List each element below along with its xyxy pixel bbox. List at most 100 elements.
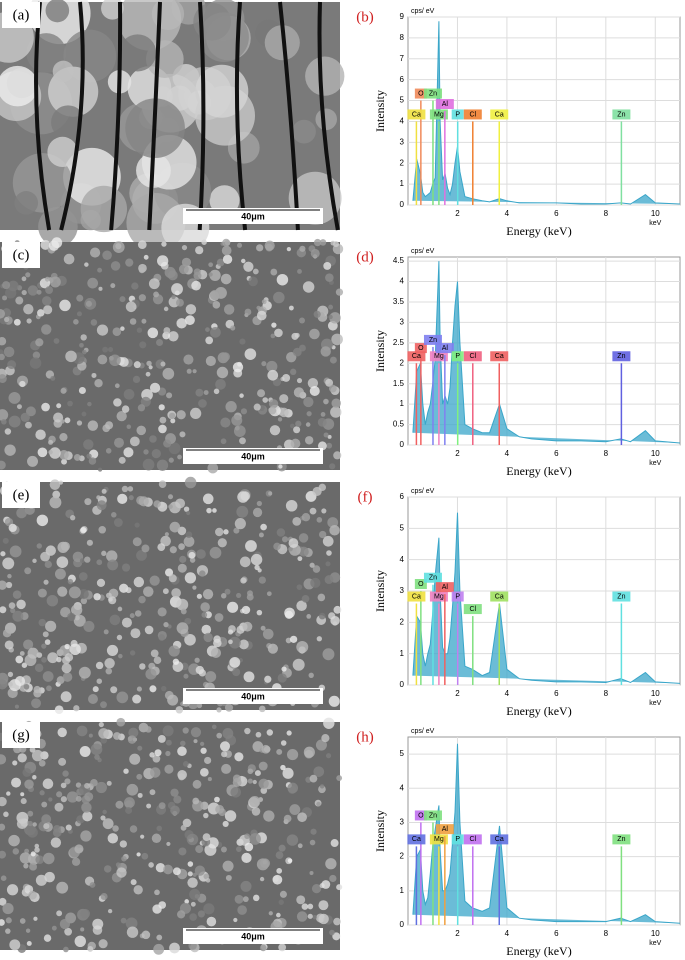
- texture: [103, 865, 112, 873]
- element-tag: [451, 351, 464, 362]
- texture: [25, 421, 32, 429]
- texture: [253, 403, 261, 411]
- texture: [213, 635, 221, 643]
- element-tag: [451, 591, 464, 602]
- texture: [234, 752, 244, 762]
- texture: [102, 250, 112, 261]
- texture: [240, 880, 252, 892]
- element-tag: [490, 591, 509, 602]
- texture: [241, 605, 251, 615]
- label-box: [2, 242, 40, 268]
- texture: [286, 748, 299, 761]
- crack: [278, 1, 300, 231]
- texture: [66, 791, 79, 803]
- texture: [123, 388, 135, 400]
- x-tick-label: 4: [505, 449, 510, 458]
- texture: [276, 912, 281, 918]
- texture: [143, 449, 149, 455]
- texture: [252, 894, 260, 902]
- texture: [328, 304, 334, 310]
- texture: [284, 607, 295, 619]
- texture: [224, 810, 237, 822]
- y-tick-label: 4: [400, 783, 405, 792]
- texture: [39, 790, 45, 796]
- texture: [190, 407, 202, 420]
- texture: [2, 902, 14, 915]
- element-label: Cl: [469, 606, 476, 613]
- texture: [87, 420, 99, 431]
- element-tag: [414, 810, 427, 821]
- texture: [269, 425, 281, 436]
- texture: [163, 306, 169, 312]
- texture: [97, 267, 103, 273]
- texture: [96, 578, 106, 587]
- texture: [109, 354, 121, 367]
- texture: [132, 694, 142, 704]
- texture: [102, 346, 109, 353]
- texture: [20, 412, 30, 423]
- crack: [197, 1, 206, 231]
- texture: [80, 527, 87, 534]
- texture: [49, 496, 62, 509]
- element-label: Cl: [469, 836, 476, 843]
- texture: [268, 491, 273, 496]
- texture: [176, 318, 187, 329]
- texture: [3, 811, 9, 818]
- texture: [52, 60, 75, 82]
- texture: [114, 383, 120, 389]
- texture: [32, 558, 37, 564]
- texture: [169, 546, 177, 554]
- y-tick-label: 2: [400, 617, 405, 626]
- texture: [178, 847, 187, 856]
- texture: [48, 797, 53, 802]
- texture: [76, 311, 82, 317]
- texture: [203, 812, 209, 819]
- texture: [91, 372, 97, 379]
- texture: [164, 764, 174, 774]
- texture: [210, 327, 221, 338]
- y-tick-label: 2: [400, 852, 405, 861]
- texture: [227, 629, 234, 635]
- texture: [214, 613, 224, 622]
- element-label: Ca: [412, 111, 421, 118]
- element-label: Mg: [434, 353, 444, 360]
- texture: [162, 725, 174, 737]
- texture: [4, 640, 14, 650]
- texture: [319, 530, 327, 539]
- texture: [111, 512, 117, 518]
- texture: [101, 550, 107, 556]
- texture: [162, 367, 175, 380]
- texture: [264, 240, 275, 251]
- texture: [244, 727, 251, 735]
- texture: [309, 507, 317, 515]
- texture: [163, 864, 173, 875]
- texture: [176, 622, 189, 635]
- panel-label: (b): [356, 9, 374, 25]
- element-label: Zn: [429, 812, 437, 819]
- texture: [80, 908, 91, 919]
- texture: [242, 896, 249, 903]
- texture: [19, 651, 25, 656]
- texture: [298, 533, 309, 543]
- texture: [285, 499, 298, 512]
- texture: [34, 663, 44, 673]
- texture: [7, 681, 13, 687]
- x-tick-label: 8: [604, 689, 609, 698]
- texture: [48, 439, 54, 445]
- texture: [189, 557, 196, 563]
- texture: [196, 549, 206, 559]
- y-tick-label: 1: [400, 886, 405, 895]
- texture: [182, 761, 189, 767]
- texture: [220, 846, 227, 853]
- element-label: O: [418, 812, 424, 819]
- element-tag: [435, 824, 454, 835]
- texture: [246, 593, 254, 601]
- texture: [238, 639, 249, 650]
- y-tick-label: 3: [400, 137, 405, 146]
- label-box: [2, 722, 40, 748]
- texture: [152, 754, 161, 763]
- scale-label: 40μm: [241, 451, 265, 461]
- texture: [282, 536, 289, 543]
- y-tick-label: 3: [400, 586, 405, 595]
- texture: [79, 342, 84, 348]
